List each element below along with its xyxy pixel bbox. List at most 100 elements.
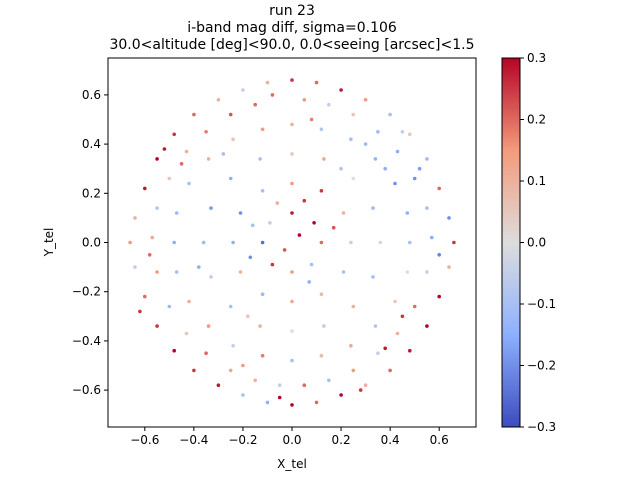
scatter-point (363, 98, 368, 102)
scatter-point (275, 201, 280, 205)
scatter-point (430, 235, 434, 240)
scatter-point (447, 265, 451, 269)
scatter-point (378, 240, 383, 245)
scatter-point (363, 142, 368, 146)
scatter-point (297, 233, 302, 237)
scatter-point (351, 304, 356, 309)
scatter-point (371, 275, 375, 279)
scatter-point (187, 299, 191, 304)
scatter-point (162, 147, 167, 151)
scatter-point (400, 314, 405, 319)
scatter-point (204, 351, 208, 356)
scatter-point (216, 383, 221, 388)
scatter-point (184, 149, 189, 154)
scatter-point (405, 270, 410, 274)
x-axis-ticks: −0.6 −0.4 −0.2 0.0 0.2 0.4 0.6 (130, 427, 449, 447)
scatter-point (376, 130, 380, 134)
scatter-point (319, 240, 324, 245)
scatter-point (327, 378, 331, 383)
colorbar-tick-label: 0.1 (527, 174, 546, 188)
scatter-point (187, 181, 191, 186)
scatter-point (319, 292, 324, 297)
scatter-point (184, 331, 189, 336)
scatter-point (290, 329, 294, 333)
scatter-point (425, 157, 429, 161)
scatter-point (260, 240, 265, 245)
scatter-point (253, 378, 257, 383)
scatter-point (147, 253, 152, 257)
scatter-point (270, 93, 275, 97)
scatter-point (290, 122, 294, 127)
scatter-point (383, 166, 388, 171)
scatter-point (319, 353, 324, 358)
scatter-point (339, 393, 343, 397)
y-tick-label: 0.4 (82, 137, 101, 151)
colorbar-ticks: −0.3 −0.2 −0.1 0.0 0.1 0.2 0.3 (520, 51, 556, 434)
x-tick-label: 0.6 (430, 433, 449, 447)
scatter-point (155, 157, 159, 161)
x-tick-label: −0.4 (179, 433, 208, 447)
scatter-point (452, 240, 456, 245)
x-axis-label: X_tel (277, 457, 307, 471)
x-tick-label: −0.2 (228, 433, 257, 447)
scatter-point (314, 80, 319, 85)
scatter-point (408, 240, 412, 245)
scatter-point (349, 344, 353, 348)
scatter-point (231, 344, 235, 348)
y-axis-label: Y_tel (42, 228, 56, 258)
scatter-point (155, 324, 159, 328)
scatter-point (167, 304, 172, 309)
scatter-point (172, 240, 176, 245)
scatter-point (174, 270, 179, 274)
scatter-point (260, 189, 265, 193)
scatter-point (376, 351, 380, 356)
scatter-point (206, 157, 211, 161)
scatter-point (260, 353, 265, 358)
scatter-point (395, 149, 400, 154)
scatter-point (290, 358, 294, 363)
colorbar-tick-label: −0.3 (527, 420, 556, 434)
scatter-point (388, 368, 392, 373)
scatter-point (412, 176, 417, 181)
scatter-point (206, 324, 211, 328)
colorbar-tick-label: 0.0 (527, 236, 546, 250)
y-tick-label: −0.2 (72, 285, 101, 299)
scatter-point (309, 117, 314, 122)
scatter-point (258, 157, 262, 161)
chart-title-line-1: run 23 (269, 3, 315, 19)
scatter-point (302, 198, 307, 203)
scatter-point (400, 130, 405, 134)
scatter-point (277, 383, 282, 388)
x-tick-label: 0.4 (381, 433, 400, 447)
scatter-point (319, 189, 324, 193)
scatter-point (425, 270, 429, 274)
scatter-point (302, 383, 307, 388)
scatter-point (290, 270, 294, 274)
scatter-point (351, 368, 356, 373)
scatter-point (238, 270, 243, 274)
scatter-point (290, 78, 294, 82)
scatter-points (128, 78, 456, 407)
scatter-point (327, 102, 331, 107)
chart-title-line-2: i-band mag diff, sigma=0.106 (187, 20, 397, 36)
scatter-point (351, 176, 356, 181)
scatter-point (138, 309, 142, 314)
scatter-point (231, 137, 235, 141)
scatter-point (371, 206, 375, 210)
colorbar (501, 57, 521, 428)
scatter-point (307, 280, 312, 284)
scatter-point (417, 166, 422, 171)
scatter-point (395, 331, 400, 336)
scatter-point (133, 265, 137, 269)
colorbar-tick-label: −0.1 (527, 297, 556, 311)
scatter-point (412, 304, 417, 309)
x-tick-label: 0.2 (332, 433, 351, 447)
scatter-point (290, 181, 294, 186)
scatter-point (172, 348, 176, 353)
scatter-point (179, 162, 184, 166)
scatter-point (246, 314, 250, 319)
scatter-point (437, 186, 442, 191)
scatter-point (216, 98, 221, 102)
scatter-point (228, 368, 233, 373)
